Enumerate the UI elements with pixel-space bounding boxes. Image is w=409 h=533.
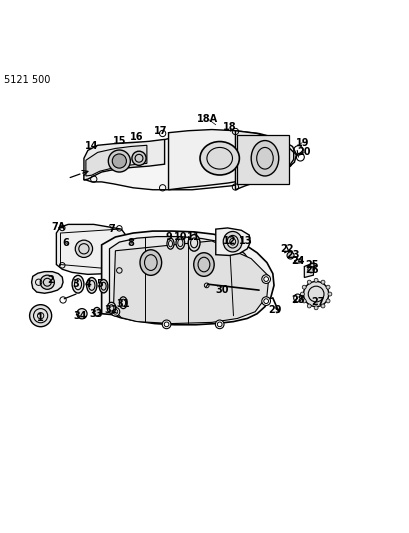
- Text: 23: 23: [285, 249, 299, 260]
- Bar: [237, 135, 288, 184]
- Circle shape: [313, 278, 317, 282]
- Text: 18: 18: [222, 122, 236, 132]
- Polygon shape: [113, 241, 268, 324]
- Polygon shape: [31, 272, 63, 293]
- Text: 28: 28: [291, 295, 304, 305]
- Polygon shape: [109, 237, 254, 311]
- Polygon shape: [303, 263, 313, 278]
- Text: 5: 5: [96, 279, 103, 289]
- Ellipse shape: [119, 297, 127, 309]
- Circle shape: [108, 150, 130, 172]
- Circle shape: [325, 285, 329, 289]
- Circle shape: [325, 299, 329, 303]
- Circle shape: [320, 280, 324, 284]
- Text: 16: 16: [130, 132, 144, 142]
- Circle shape: [261, 297, 270, 305]
- Ellipse shape: [93, 308, 100, 316]
- Text: 24: 24: [291, 256, 304, 265]
- Text: 8: 8: [127, 238, 134, 248]
- Text: 32: 32: [104, 305, 118, 315]
- Circle shape: [112, 154, 126, 168]
- Text: 19: 19: [295, 138, 308, 148]
- Text: 29: 29: [267, 305, 281, 315]
- Ellipse shape: [200, 142, 239, 175]
- Circle shape: [306, 304, 310, 308]
- Circle shape: [301, 299, 306, 303]
- Text: 9: 9: [165, 232, 171, 242]
- Text: 15: 15: [112, 135, 126, 146]
- Text: 17: 17: [153, 126, 167, 136]
- Text: 11: 11: [187, 232, 200, 242]
- Ellipse shape: [166, 238, 174, 249]
- Circle shape: [111, 308, 119, 316]
- Text: 25: 25: [305, 260, 318, 270]
- Text: 1: 1: [37, 313, 44, 322]
- Text: 13: 13: [238, 236, 252, 246]
- Polygon shape: [84, 139, 164, 180]
- Text: 7A: 7A: [51, 222, 65, 232]
- Polygon shape: [56, 224, 127, 274]
- Circle shape: [261, 275, 270, 284]
- Circle shape: [286, 252, 293, 259]
- Ellipse shape: [72, 276, 84, 293]
- Circle shape: [300, 292, 303, 296]
- Circle shape: [40, 275, 54, 289]
- Text: 3: 3: [72, 279, 79, 289]
- Text: 4: 4: [84, 279, 91, 289]
- Ellipse shape: [251, 141, 278, 176]
- Text: 33: 33: [89, 309, 102, 319]
- Polygon shape: [85, 146, 146, 176]
- Ellipse shape: [99, 279, 108, 293]
- Polygon shape: [215, 228, 250, 255]
- Text: 18A: 18A: [197, 114, 218, 124]
- Text: 14: 14: [85, 141, 98, 151]
- Text: 5121 500: 5121 500: [4, 75, 50, 85]
- Polygon shape: [168, 130, 296, 190]
- Circle shape: [306, 280, 310, 284]
- Text: 26: 26: [305, 265, 318, 276]
- Circle shape: [320, 304, 324, 308]
- Circle shape: [313, 306, 317, 310]
- Circle shape: [215, 320, 223, 329]
- Text: 10: 10: [173, 232, 187, 242]
- Circle shape: [29, 305, 52, 327]
- Polygon shape: [235, 131, 293, 190]
- Ellipse shape: [193, 253, 213, 276]
- Text: 22: 22: [279, 244, 293, 254]
- Ellipse shape: [86, 278, 97, 293]
- Ellipse shape: [139, 250, 161, 276]
- Ellipse shape: [175, 237, 184, 249]
- Text: 20: 20: [297, 147, 310, 157]
- Text: 7: 7: [108, 224, 115, 234]
- Circle shape: [132, 151, 146, 165]
- Text: 6: 6: [63, 238, 70, 248]
- Circle shape: [307, 266, 313, 273]
- Circle shape: [301, 285, 306, 289]
- Text: 27: 27: [310, 297, 324, 307]
- Ellipse shape: [107, 302, 115, 313]
- Ellipse shape: [222, 231, 242, 252]
- Polygon shape: [101, 231, 273, 325]
- Text: 2: 2: [47, 275, 54, 285]
- Circle shape: [75, 240, 92, 257]
- Circle shape: [327, 292, 331, 296]
- Circle shape: [162, 320, 171, 329]
- Text: 34: 34: [73, 311, 87, 321]
- Circle shape: [76, 309, 87, 319]
- Ellipse shape: [188, 235, 200, 251]
- Polygon shape: [84, 131, 296, 190]
- Text: 30: 30: [214, 285, 228, 295]
- Circle shape: [303, 281, 328, 306]
- Polygon shape: [294, 259, 301, 263]
- Text: 12: 12: [222, 236, 236, 246]
- Text: 31: 31: [116, 299, 130, 309]
